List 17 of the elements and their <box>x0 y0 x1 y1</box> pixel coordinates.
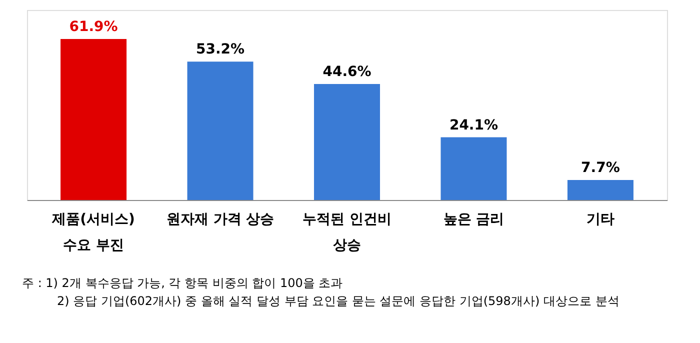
data-label: 44.6% <box>322 64 372 80</box>
bar <box>440 137 507 200</box>
data-label: 24.1% <box>449 117 498 134</box>
text: 주 : 1) 2개 복수응답 가능, 각 항목 비중의 합이 100을 초과 <box>22 276 343 290</box>
x-tick-label: 제품(서비스) 수요 부진 <box>51 212 135 254</box>
bar <box>187 62 254 200</box>
data-label: 7.7% <box>581 160 620 176</box>
bar <box>567 180 634 200</box>
text: 2) 응답 기업(602개사) 중 올해 실적 달성 부담 요인을 묻는 설문에 응답한 기업(598개사) 대상으로 분석 <box>57 294 620 308</box>
x-tick-label: 원자재 가격 상승 <box>166 212 274 228</box>
x-tick-label: 높은 금리 <box>443 212 504 228</box>
data-label: 53.2% <box>196 42 245 58</box>
x-tick-label: 누적된 인건비 상승 <box>302 212 392 254</box>
bar <box>60 38 127 200</box>
data-label: 61.9% <box>69 18 118 35</box>
bar <box>314 84 380 200</box>
x-tick-label: 기타 <box>586 212 614 228</box>
